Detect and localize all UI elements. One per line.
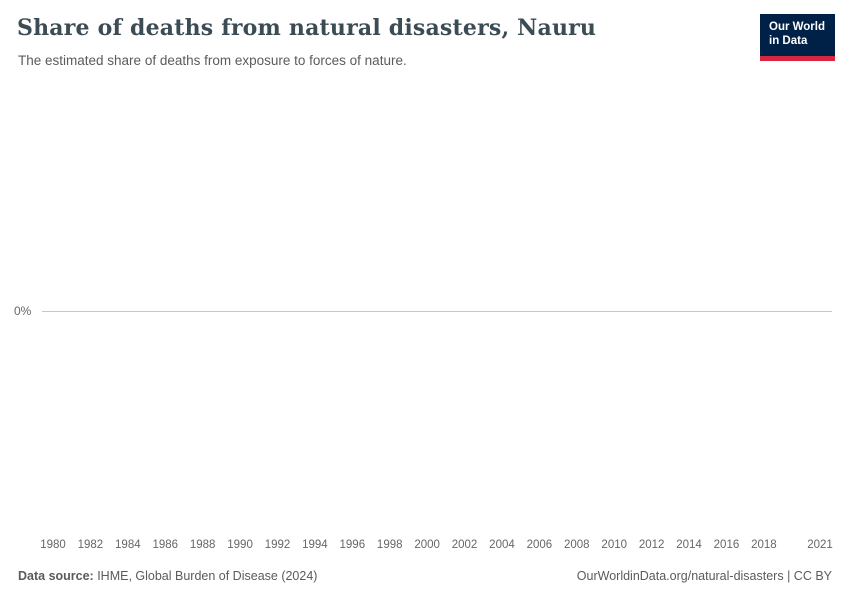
chart-subtitle: The estimated share of deaths from expos… bbox=[18, 53, 407, 68]
x-axis-tick-label: 1980 bbox=[40, 539, 66, 551]
y-axis-tick-label: 0% bbox=[14, 304, 32, 318]
data-source-label: Data source: bbox=[18, 569, 94, 583]
x-axis-tick-label: 1986 bbox=[152, 539, 179, 551]
x-axis-tick-label: 1998 bbox=[376, 539, 403, 551]
x-axis-tick-label: 2004 bbox=[489, 539, 515, 551]
data-source-note: Data source: IHME, Global Burden of Dise… bbox=[18, 569, 317, 583]
x-axis-tick-label: 1982 bbox=[77, 539, 104, 551]
x-axis-tick-label: 1992 bbox=[264, 539, 291, 551]
x-axis-tick-label: 1984 bbox=[115, 539, 141, 551]
zero-gridline bbox=[42, 311, 832, 312]
x-axis: 1980 1982 1984 1986 1988 1990 1992 1994 1996 1998… bbox=[40, 539, 833, 553]
data-source-value: IHME, Global Burden of Disease (2024) bbox=[93, 569, 318, 583]
chart-title: Share of deaths from natural disasters, … bbox=[17, 15, 597, 41]
owid-logo: Our World in Data bbox=[760, 14, 835, 61]
owid-url-link[interactable]: OurWorldinData.org/natural-disasters | C… bbox=[576, 569, 832, 583]
chart-footer: Data source: IHME, Global Burden of Dise… bbox=[18, 569, 832, 583]
x-axis-tick-label: 2016 bbox=[713, 539, 740, 551]
x-axis-tick-label: 2010 bbox=[601, 539, 628, 551]
x-axis-tick-label: 2012 bbox=[638, 539, 665, 551]
x-axis-tick-label: 2021 bbox=[807, 539, 833, 551]
x-axis-tick-label: 1994 bbox=[302, 539, 328, 551]
x-axis-tick-label: 2006 bbox=[526, 539, 553, 551]
x-axis-tick-label: 2018 bbox=[751, 539, 777, 551]
x-axis-tick-label: 2014 bbox=[676, 539, 702, 551]
owid-logo-line2: in Data bbox=[769, 35, 808, 48]
x-axis-tick-label: 1996 bbox=[339, 539, 366, 551]
plot-area bbox=[42, 85, 832, 535]
owid-logo-line1: Our World bbox=[769, 21, 826, 33]
x-axis-tick-label: 2008 bbox=[564, 539, 590, 551]
x-axis-tick-label: 2000 bbox=[414, 539, 440, 551]
x-axis-tick-label: 2002 bbox=[451, 539, 478, 551]
x-axis-tick-label: 1988 bbox=[189, 539, 216, 551]
x-axis-tick-label: 1990 bbox=[227, 539, 253, 551]
